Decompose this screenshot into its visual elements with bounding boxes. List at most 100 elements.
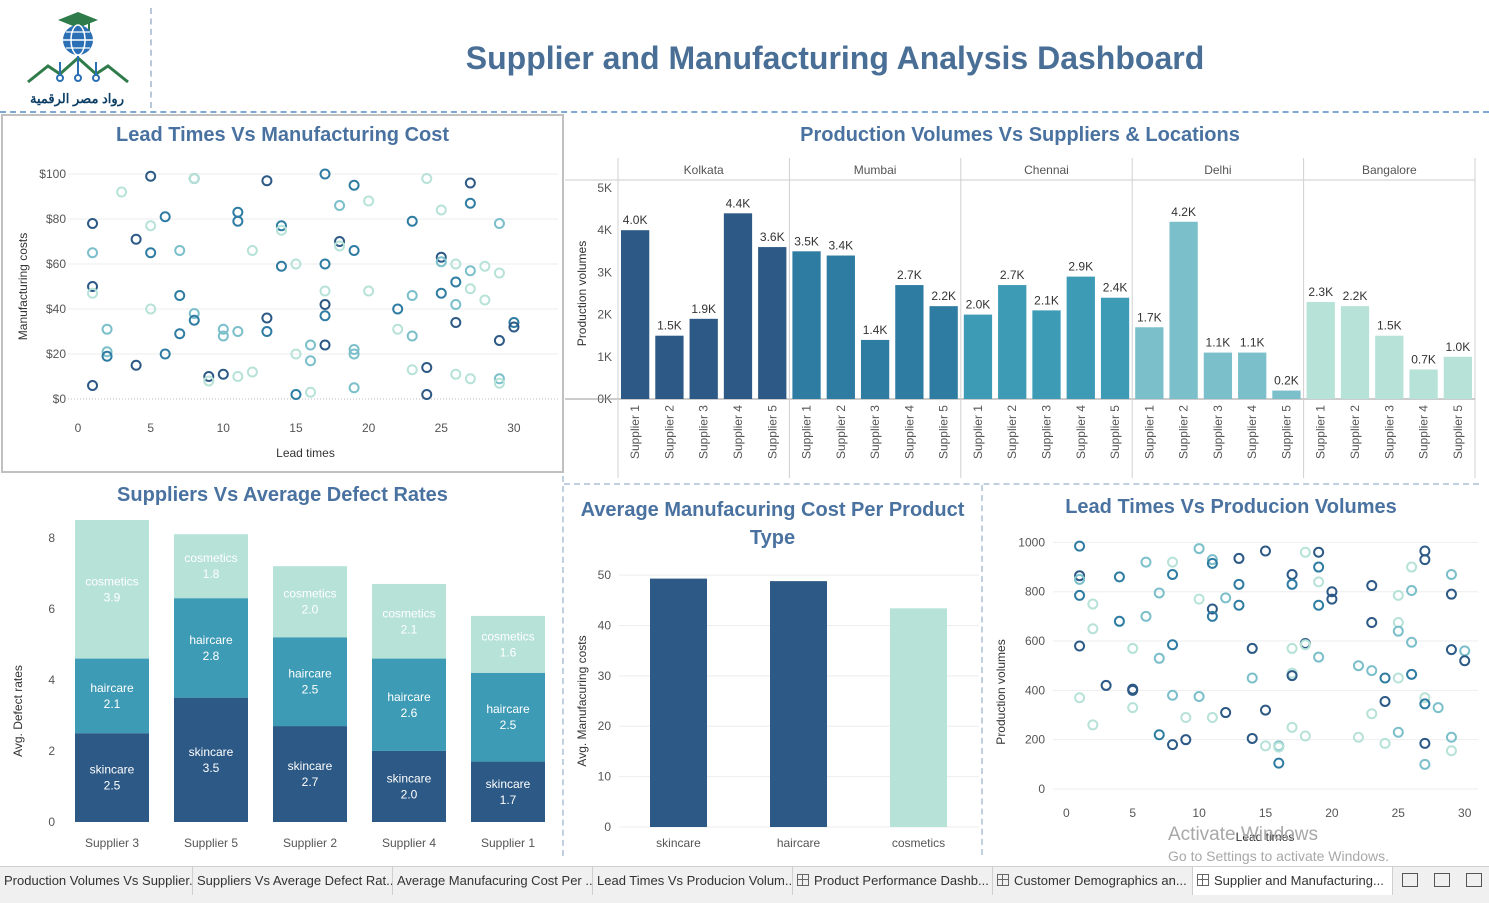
data-point (174, 290, 186, 301)
panel-lead-vs-cost[interactable] (1, 114, 564, 473)
data-point (319, 339, 331, 351)
x-tick-label: 0 (1063, 806, 1070, 820)
data-point (130, 359, 142, 371)
data-label: 3.4K (828, 239, 853, 253)
bar (1066, 276, 1095, 399)
y-tick-label: 0 (1038, 782, 1045, 796)
bar-avg-cost[interactable]: 0 10 20 30 40 50 Avg. Manufacuring costs skinca… (564, 555, 980, 855)
data-point (435, 287, 447, 299)
data-point (334, 200, 346, 211)
data-point (1392, 726, 1404, 738)
tab-defect-rates[interactable]: Suppliers Vs Average Defect Rat... (193, 867, 393, 895)
data-label: 2.1K (1034, 293, 1059, 307)
x-tick-label: 15 (1259, 806, 1273, 820)
stack-segment (174, 598, 248, 698)
data-point (145, 220, 157, 232)
data-point (1167, 556, 1179, 568)
x-tick-label: 25 (1392, 806, 1406, 820)
data-point (1246, 732, 1258, 744)
data-point (493, 218, 505, 229)
data-point (232, 215, 244, 227)
data-label: 3.5K (794, 234, 819, 248)
panel-title-avg-cost-line1: Average Manufacuring Cost Per Product (580, 499, 965, 521)
y-tick-label: $60 (46, 257, 66, 271)
data-point (1193, 543, 1205, 555)
scatter-lead-vs-cost[interactable]: $0 $20 $40 $60 $80 $100 0 5 10 15 20 25 30 Lead times… (0, 150, 564, 470)
data-point (392, 303, 404, 315)
tab-avg-cost[interactable]: Average Manufacuring Cost Per ... (393, 867, 593, 895)
stack-segment (273, 637, 347, 727)
x-tick-label: Supplier 2 (662, 405, 676, 459)
data-point (1445, 644, 1457, 656)
bar (1272, 390, 1301, 399)
segment-value: 2.8 (203, 649, 220, 663)
tab-label: Product Performance Dashb... (814, 873, 989, 888)
tab-lead-vs-volume[interactable]: Lead Times Vs Producion Volum... (593, 867, 793, 895)
stack-segment (471, 672, 545, 762)
data-point (217, 330, 229, 342)
bar (621, 230, 650, 399)
tab-customer-demographics[interactable]: Customer Demographics an... (993, 867, 1193, 895)
stacked-bar-defect-rates[interactable]: Avg. Defect rates 0 2 4 6 8 skincare 2.5 haircar… (0, 510, 562, 855)
y-tick-label: 1000 (1018, 535, 1045, 549)
segment-name: haircare (189, 633, 233, 647)
new-story-icon[interactable] (1466, 873, 1482, 887)
dashboard-icon (997, 874, 1009, 886)
x-tick-label: 20 (362, 421, 376, 435)
data-point (319, 310, 331, 322)
tab-production-volumes[interactable]: Production Volumes Vs Supplier... (0, 867, 193, 895)
x-tick-label: Supplier 4 (731, 405, 745, 459)
tab-supplier-manufacturing[interactable]: Supplier and Manufacturing... (1193, 867, 1393, 895)
data-point (1379, 737, 1391, 749)
x-tick-label: Supplier 1 (481, 836, 535, 850)
segment-name: skincare (90, 763, 135, 777)
scatter-lead-vs-volume[interactable]: 0 200 400 600 800 1000 0 5 10 15 20 25 30 Lead times P… (983, 525, 1489, 855)
data-point (348, 344, 360, 355)
data-label: 1.5K (1377, 319, 1402, 333)
data-point (1419, 737, 1431, 749)
data-point (1299, 639, 1311, 651)
x-tick-label: Supplier 4 (382, 836, 436, 850)
data-label: 3.6K (760, 230, 785, 244)
data-point (275, 220, 287, 232)
tab-product-performance[interactable]: Product Performance Dashb... (793, 867, 993, 895)
data-label: 1.7K (1137, 310, 1162, 324)
data-point (348, 382, 360, 394)
data-point (334, 240, 346, 252)
bar (890, 608, 947, 827)
y-tick-label: 40 (598, 618, 612, 632)
data-point (1366, 580, 1378, 592)
stack-segment (273, 566, 347, 638)
bar (1135, 327, 1164, 399)
data-point (101, 323, 113, 335)
panel-title-avg-cost: Average Manufacuring Cost Per Product Ty… (570, 496, 975, 552)
data-point (1167, 568, 1179, 580)
data-point (145, 303, 157, 315)
y-tick-label: 1K (597, 350, 612, 364)
data-point (1379, 672, 1391, 684)
data-point (261, 326, 273, 337)
data-point (450, 276, 462, 288)
data-point (1419, 698, 1431, 710)
stack-segment (273, 726, 347, 822)
data-point (246, 366, 258, 378)
x-tick-label: 10 (217, 421, 231, 435)
new-worksheet-icon[interactable] (1402, 873, 1418, 887)
segment-name: cosmetics (481, 629, 534, 643)
y-tick-label: 50 (598, 568, 612, 582)
segment-value: 2.0 (401, 787, 418, 801)
data-point (319, 258, 331, 270)
data-point (1074, 570, 1086, 582)
data-point (348, 179, 360, 191)
data-label: 2.3K (1308, 285, 1333, 299)
data-point (450, 258, 462, 270)
data-label: 2.7K (897, 268, 922, 282)
bar (770, 581, 827, 827)
segment-value: 3.5 (203, 761, 220, 775)
x-tick-label: Supplier 2 (1005, 405, 1019, 459)
bar (792, 251, 821, 399)
new-dashboard-icon[interactable] (1434, 873, 1450, 887)
data-label: 1.5K (657, 319, 682, 333)
data-point (1366, 708, 1378, 720)
